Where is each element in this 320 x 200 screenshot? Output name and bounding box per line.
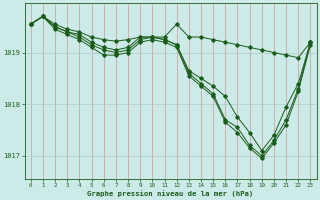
X-axis label: Graphe pression niveau de la mer (hPa): Graphe pression niveau de la mer (hPa) (87, 190, 254, 197)
